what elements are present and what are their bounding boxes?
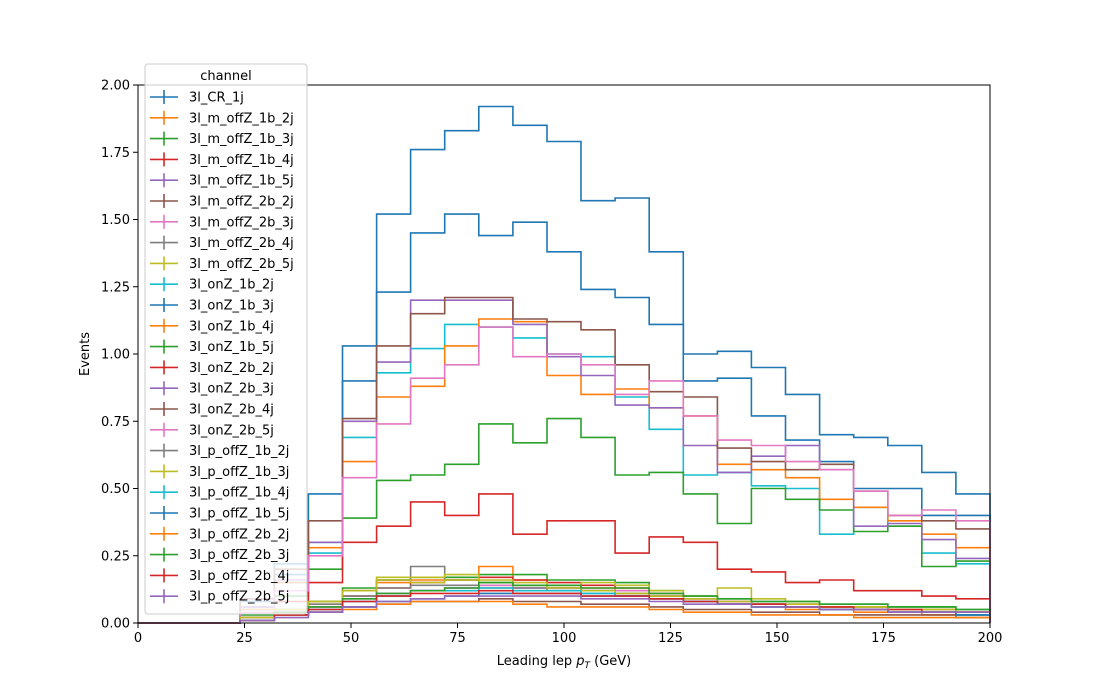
legend-label: 3l_m_offZ_2b_4j [189, 236, 294, 251]
y-tick-label: 1.25 [101, 280, 130, 295]
legend-item: 3l_onZ_2b_4j [150, 402, 274, 418]
legend-item: 3l_p_offZ_1b_5j [150, 506, 289, 522]
legend-label: 3l_p_offZ_2b_2j [189, 527, 289, 542]
legend-label: 3l_onZ_1b_2j [189, 278, 274, 293]
legend-item: 3l_m_offZ_1b_4j [150, 152, 294, 168]
legend: channel 3l_CR_1j 3l_m_offZ_1b_2j 3l_m_offZ… [144, 63, 308, 615]
legend-item: 3l_p_offZ_1b_3j [150, 464, 289, 480]
legend-item: 3l_onZ_2b_2j [150, 360, 274, 376]
y-axis-label: Events [78, 332, 93, 376]
legend-label: 3l_m_offZ_1b_2j [189, 111, 294, 126]
legend-label: 3l_m_offZ_2b_2j [189, 195, 294, 210]
legend-item: 3l_onZ_1b_4j [150, 318, 274, 334]
x-tick-label: 100 [552, 631, 577, 646]
legend-item: 3l_p_offZ_2b_5j [150, 589, 289, 605]
legend-item: 3l_m_offZ_2b_4j [150, 235, 294, 251]
legend-item: 3l_onZ_1b_3j [150, 298, 274, 314]
y-tick-label: 1.50 [101, 213, 130, 228]
y-tick-label: 0.75 [101, 415, 130, 430]
legend-item: 3l_p_offZ_2b_4j [150, 568, 289, 584]
legend-item: 3l_m_offZ_2b_2j [150, 194, 294, 210]
x-tick-label: 200 [978, 631, 1003, 646]
legend-title: channel [200, 69, 251, 84]
series-line-0 [138, 105, 991, 624]
x-tick-label: 175 [871, 631, 896, 646]
x-tick-label: 75 [449, 631, 466, 646]
x-tick-label: 150 [765, 631, 790, 646]
legend-item: 3l_m_offZ_1b_5j [150, 173, 294, 189]
y-tick-label: 0.50 [101, 482, 130, 497]
legend-item: 3l_onZ_2b_5j [150, 422, 274, 438]
series-line-23 [138, 589, 991, 624]
legend-label: 3l_onZ_2b_4j [189, 403, 274, 418]
x-axis-label: Leading lep pT (GeV) [497, 654, 631, 671]
legend-item: 3l_m_offZ_1b_2j [150, 110, 294, 126]
legend-frame [144, 63, 308, 615]
legend-label: 3l_CR_1j [189, 91, 244, 106]
y-tick-label: 1.00 [101, 348, 130, 363]
legend-label: 3l_m_offZ_1b_3j [189, 132, 294, 147]
legend-item: 3l_onZ_1b_5j [150, 339, 274, 355]
legend-item: 3l_onZ_2b_3j [150, 381, 274, 397]
y-tick-label: 2.00 [101, 79, 130, 94]
x-tick-label: 125 [658, 631, 683, 646]
y-tick-label: 0.25 [101, 549, 130, 564]
legend-label: 3l_m_offZ_2b_3j [189, 215, 294, 230]
legend-label: 3l_onZ_1b_5j [189, 340, 274, 355]
x-axis: 0 25 50 75 100 125 150 175 200 [134, 623, 1003, 646]
legend-label: 3l_p_offZ_1b_2j [189, 444, 289, 459]
legend-item: 3l_m_offZ_1b_3j [150, 131, 294, 147]
x-tick-label: 50 [343, 631, 360, 646]
y-tick-label: 1.75 [101, 146, 130, 161]
legend-label: 3l_p_offZ_1b_4j [189, 486, 289, 501]
legend-item: 3l_p_offZ_2b_2j [150, 526, 289, 542]
legend-label: 3l_onZ_2b_2j [189, 361, 274, 376]
legend-label: 3l_onZ_1b_3j [189, 299, 274, 314]
x-axis-label-main: Leading lep [497, 654, 576, 669]
legend-label: 3l_m_offZ_2b_5j [189, 257, 294, 272]
x-tick-label: 0 [134, 631, 142, 646]
legend-label: 3l_onZ_2b_5j [189, 423, 274, 438]
legend-label: 3l_p_offZ_2b_4j [189, 569, 289, 584]
legend-item: 3l_onZ_1b_2j [150, 277, 274, 293]
legend-label: 3l_onZ_2b_3j [189, 382, 274, 397]
series-line-24 [138, 595, 991, 624]
legend-label: 3l_p_offZ_2b_3j [189, 548, 289, 563]
series-line-16 [138, 326, 991, 624]
legend-label: 3l_p_offZ_1b_5j [189, 507, 289, 522]
y-axis: 0.00 0.25 0.50 0.75 1.00 1.25 1.50 1.75 2.00 [101, 79, 138, 632]
plot-area [138, 105, 991, 624]
x-axis-label-unit: (GeV) [590, 654, 631, 669]
legend-item: 3l_p_offZ_1b_2j [150, 443, 289, 459]
legend-label: 3l_p_offZ_2b_5j [189, 590, 289, 605]
x-axis-label-var: p [575, 654, 584, 669]
x-axis-label-sub: T [584, 661, 591, 671]
legend-item: 3l_p_offZ_1b_4j [150, 485, 289, 501]
legend-label: 3l_onZ_1b_4j [189, 319, 274, 334]
x-tick-label: 25 [236, 631, 253, 646]
y-tick-label: 0.00 [101, 617, 130, 632]
legend-label: 3l_m_offZ_1b_4j [189, 153, 294, 168]
legend-items: 3l_CR_1j 3l_m_offZ_1b_2j 3l_m_offZ_1b_3j 3l… [150, 90, 294, 605]
legend-item: 3l_CR_1j [150, 90, 244, 106]
legend-item: 3l_m_offZ_2b_3j [150, 214, 294, 230]
legend-item: 3l_p_offZ_2b_3j [150, 547, 289, 563]
legend-item: 3l_m_offZ_2b_5j [150, 256, 294, 272]
legend-label: 3l_p_offZ_1b_3j [189, 465, 289, 480]
legend-label: 3l_m_offZ_1b_5j [189, 174, 294, 189]
